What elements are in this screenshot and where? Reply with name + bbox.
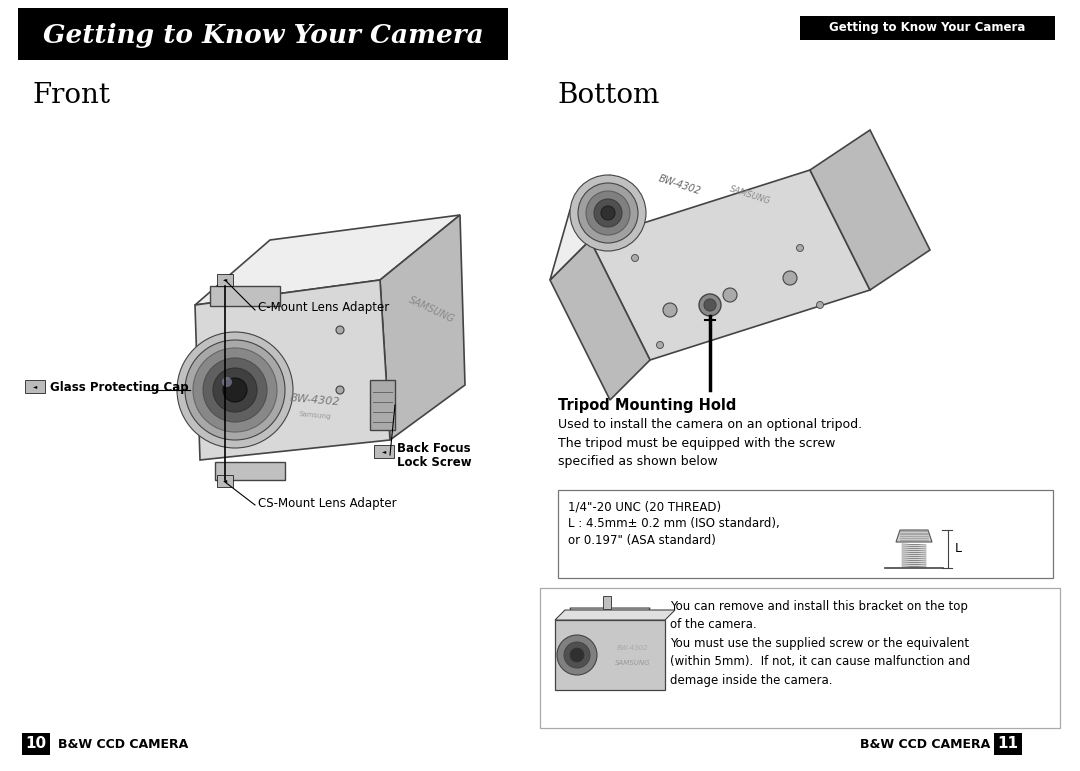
Bar [210,286,280,306]
Bar [217,274,233,286]
Circle shape [185,340,285,440]
Bar [603,596,611,609]
Circle shape [193,348,276,432]
Text: 11: 11 [998,736,1018,752]
Circle shape [578,183,638,243]
Text: You can remove and install this bracket on the top
of the camera.
You must use t: You can remove and install this bracket … [670,600,970,687]
Bar [370,380,395,430]
Circle shape [612,611,618,617]
Polygon shape [810,130,930,290]
Text: B&W CCD CAMERA: B&W CCD CAMERA [58,738,188,750]
Text: ◄: ◄ [382,449,387,454]
Text: L: L [955,543,962,555]
Bar [558,490,1053,578]
Text: L : 4.5mm± 0.2 mm (ISO standard),: L : 4.5mm± 0.2 mm (ISO standard), [568,517,780,530]
Text: Getting to Know Your Camera: Getting to Know Your Camera [42,23,484,49]
Text: ◄: ◄ [222,479,227,483]
Circle shape [203,358,267,422]
Text: Getting to Know Your Camera: Getting to Know Your Camera [828,22,1025,35]
Circle shape [213,368,257,412]
Circle shape [336,326,345,334]
Circle shape [816,301,824,308]
Polygon shape [550,240,650,400]
Circle shape [632,611,638,617]
Bar [374,445,394,458]
Circle shape [657,342,663,348]
Bar [215,462,285,480]
Circle shape [704,299,716,311]
Bar [540,588,1059,728]
Circle shape [570,175,646,251]
Circle shape [600,206,615,220]
Circle shape [699,294,721,316]
Circle shape [222,377,232,387]
Text: 10: 10 [26,736,46,752]
Bar [994,733,1022,755]
Circle shape [632,254,638,261]
Text: Samsung: Samsung [298,411,332,419]
Bar [25,380,45,393]
Circle shape [586,191,630,235]
Text: SAMSUNG: SAMSUNG [728,184,771,206]
Circle shape [336,386,345,394]
Bar [555,620,665,690]
Text: BW-4302: BW-4302 [617,645,649,651]
Circle shape [594,199,622,227]
Text: Used to install the camera on an optional tripod.
The tripod must be equipped wi: Used to install the camera on an optiona… [558,418,862,468]
Polygon shape [195,215,460,305]
Circle shape [177,332,293,448]
Text: ◄: ◄ [222,278,227,282]
Text: Lock Screw: Lock Screw [397,456,472,469]
Bar [217,475,233,487]
Circle shape [557,635,597,675]
Circle shape [663,303,677,317]
Text: SAMSUNG: SAMSUNG [407,295,457,325]
Text: B&W CCD CAMERA: B&W CCD CAMERA [860,738,990,750]
Polygon shape [590,170,870,360]
Text: Glass Protecting Cap: Glass Protecting Cap [50,381,189,393]
Circle shape [783,271,797,285]
Text: CS-Mount Lens Adapter: CS-Mount Lens Adapter [258,497,396,510]
Text: Tripod Mounting Hold: Tripod Mounting Hold [558,398,737,413]
Text: BW-4302: BW-4302 [289,393,340,407]
Circle shape [723,288,737,302]
Circle shape [564,642,590,668]
Text: or 0.197" (ASA standard): or 0.197" (ASA standard) [568,534,716,547]
Circle shape [222,378,247,402]
Text: Bottom: Bottom [557,82,660,109]
Text: Front: Front [32,82,110,109]
Text: C-Mount Lens Adapter: C-Mount Lens Adapter [258,301,389,315]
Text: ◄: ◄ [32,385,37,389]
Polygon shape [380,215,465,440]
Circle shape [797,244,804,251]
Text: SAMSUNG: SAMSUNG [616,660,651,666]
Bar [22,733,50,755]
Polygon shape [550,175,610,280]
Text: BW-4302: BW-4302 [658,173,702,197]
Circle shape [582,611,588,617]
Text: 1/4"-20 UNC (20 THREAD): 1/4"-20 UNC (20 THREAD) [568,500,721,513]
Bar [18,8,508,60]
Text: Back Focus: Back Focus [397,442,471,454]
Bar [800,16,1055,40]
Circle shape [570,648,584,662]
Polygon shape [896,530,932,542]
Polygon shape [555,610,675,620]
Polygon shape [195,280,390,460]
Polygon shape [570,608,650,620]
